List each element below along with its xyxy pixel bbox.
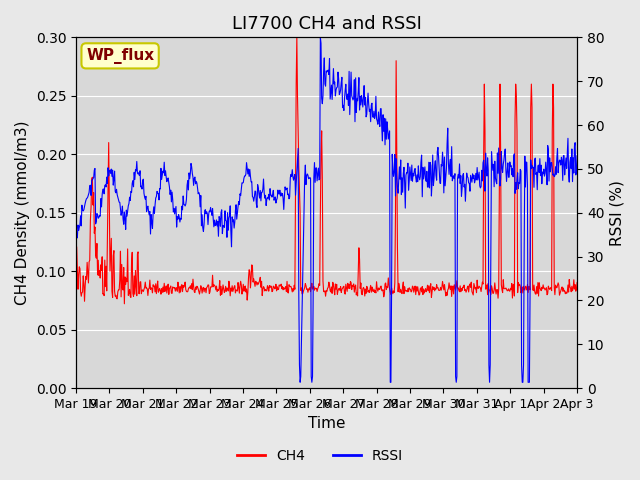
Legend: CH4, RSSI: CH4, RSSI: [232, 443, 408, 468]
Title: LI7700 CH4 and RSSI: LI7700 CH4 and RSSI: [232, 15, 422, 33]
Text: WP_flux: WP_flux: [86, 48, 154, 64]
X-axis label: Time: Time: [308, 417, 346, 432]
Y-axis label: CH4 Density (mmol/m3): CH4 Density (mmol/m3): [15, 120, 30, 305]
Y-axis label: RSSI (%): RSSI (%): [610, 180, 625, 246]
